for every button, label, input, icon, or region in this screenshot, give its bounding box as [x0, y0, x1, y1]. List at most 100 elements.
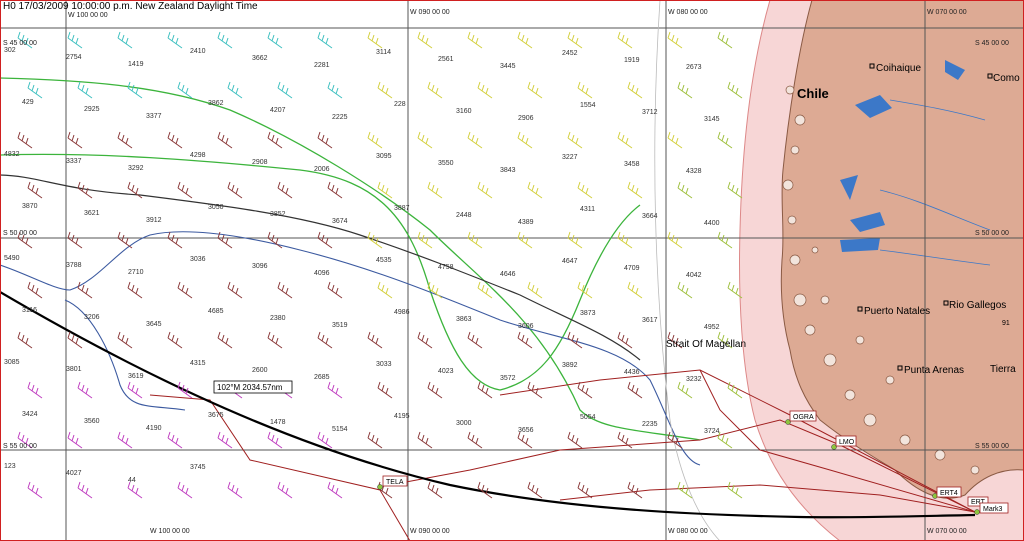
mark-tela[interactable]: TELA: [386, 479, 404, 486]
wind-barb-icon: [27, 181, 43, 199]
mark-ogra[interactable]: OGRA: [793, 414, 814, 421]
sounding-number: 3145: [704, 116, 720, 123]
sounding-number: 4207: [270, 107, 286, 114]
wind-barb-icon: [167, 431, 183, 449]
sounding-number: 4389: [518, 219, 534, 226]
sounding-numbers: 302 2754 1419 2410 3662 2281 3114 2561 3445 2452 1…: [4, 47, 720, 484]
mark-mark3[interactable]: Mark3: [983, 506, 1003, 513]
sounding-number: 3621: [84, 210, 100, 217]
wind-barb-icon: [727, 81, 743, 99]
lat-label-45: S 45 00 00: [3, 40, 37, 47]
town-marker-icon: [869, 63, 875, 69]
sounding-number: 2906: [518, 115, 534, 122]
wind-barb-icon: [27, 481, 43, 499]
wind-barb-icon: [177, 181, 193, 199]
wind-barb-icon: [617, 331, 633, 349]
lon-bottom-080: W 080 00 00: [668, 528, 708, 535]
sounding-number: 2754: [66, 54, 82, 61]
wind-barb-icon: [417, 231, 433, 249]
wind-barb-icon: [217, 131, 233, 149]
mark-icon[interactable]: [785, 419, 791, 425]
mark-mark3-box[interactable]: [979, 502, 1009, 514]
wind-barb-icon: [127, 481, 143, 499]
wind-barb-icon: [127, 181, 143, 199]
wind-barb-icon: [677, 481, 693, 499]
sounding-number: 4023: [438, 368, 454, 375]
sounding-number: 3675: [208, 412, 224, 419]
wind-barb-icon: [477, 481, 493, 499]
sounding-number: 3377: [146, 113, 162, 120]
gray-meridian-curve: [654, 0, 721, 541]
sounding-number: 3892: [562, 362, 578, 369]
mark-icon[interactable]: [831, 444, 837, 450]
sounding-number: 2380: [270, 315, 286, 322]
land-patagonia: [780, 0, 1024, 499]
sounding-number: 3870: [22, 203, 38, 210]
coastline-fjords: [782, 85, 980, 475]
lon-top-090: W 090 00 00: [410, 9, 450, 16]
sounding-number: 44: [128, 477, 136, 484]
sounding-number: 3085: [4, 359, 20, 366]
wind-barb-icon: [177, 481, 193, 499]
sounding-number: 4400: [704, 220, 720, 227]
wind-barb-icon: [427, 481, 443, 499]
wind-barb-icon: [377, 381, 393, 399]
wind-barb-icon: [267, 31, 283, 49]
sounding-number: 429: [22, 99, 34, 106]
mark-icon[interactable]: [377, 484, 383, 490]
city-coihaique: Coihaique: [876, 63, 921, 74]
wind-barb-icon: [577, 181, 593, 199]
lon-bottom-070: W 070 00 00: [927, 528, 967, 535]
wind-barb-icon: [367, 131, 383, 149]
sounding-number: 123: [4, 463, 16, 470]
wind-barb-icon: [417, 31, 433, 49]
wind-barb-icon: [167, 231, 183, 249]
mark-lmo[interactable]: LMO: [839, 439, 855, 446]
sounding-number: 3519: [332, 322, 348, 329]
mark-tela-box[interactable]: [382, 475, 408, 487]
wind-barb-icon: [217, 31, 233, 49]
wind-barb-icon: [527, 81, 543, 99]
wind-barb-icon: [517, 131, 533, 149]
green-isoline-2: [0, 153, 641, 391]
lon-top-080: W 080 00 00: [668, 9, 708, 16]
wind-barb-icon: [17, 31, 33, 49]
mark-ert4-box[interactable]: [936, 486, 962, 498]
wind-barb-icon: [467, 31, 483, 49]
wind-barb-icon: [517, 331, 533, 349]
city-puerto-natales: Puerto Natales: [864, 306, 930, 317]
wind-barb-icon: [377, 181, 393, 199]
wind-barb-icon: [417, 431, 433, 449]
sounding-number: 3662: [252, 55, 268, 62]
wind-barb-icon: [327, 181, 343, 199]
town-marker-icon: [897, 365, 903, 371]
sounding-number: 4315: [190, 360, 206, 367]
wind-barb-icon: [677, 181, 693, 199]
town-marker-icon: [943, 300, 949, 306]
mark-lmo-box[interactable]: [835, 435, 857, 447]
sounding-number: 3863: [456, 316, 472, 323]
wind-barb-icon: [527, 181, 543, 199]
wind-barb-icon: [227, 281, 243, 299]
green-isoline-1: [0, 77, 701, 441]
wind-barb-icon: [417, 331, 433, 349]
mark-icon[interactable]: [974, 509, 980, 515]
mark-ert4[interactable]: ERT4: [940, 490, 958, 497]
mark-ert-box[interactable]: [967, 496, 989, 507]
wind-barb-icon: [427, 381, 443, 399]
wind-barb-icon: [367, 31, 383, 49]
wind-barb-icon: [677, 81, 693, 99]
wind-barb-icon: [77, 181, 93, 199]
mark-ogra-box[interactable]: [789, 410, 817, 422]
sounding-number: 3712: [642, 109, 658, 116]
sounding-number: 3096: [252, 263, 268, 270]
sounding-number: 2225: [332, 114, 348, 121]
mark-ert[interactable]: ERT: [971, 499, 986, 506]
city-como: Como: [993, 73, 1020, 84]
sounding-number: 3445: [500, 63, 516, 70]
blue-isoline: [0, 231, 701, 466]
sounding-number: 4027: [66, 470, 82, 477]
sounding-number: 3424: [22, 411, 38, 418]
sounding-number: 3656: [518, 427, 534, 434]
